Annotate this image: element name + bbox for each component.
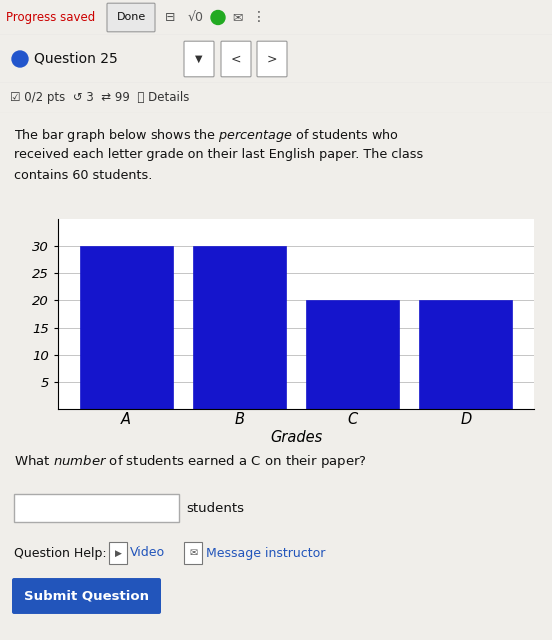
X-axis label: Grades: Grades — [270, 429, 322, 445]
Circle shape — [211, 10, 225, 24]
Text: What $\it{number}$ of students earned a C on their paper?: What $\it{number}$ of students earned a … — [14, 452, 367, 470]
Text: Question 25: Question 25 — [34, 52, 118, 66]
Text: received each letter grade on their last English paper. The class: received each letter grade on their last… — [14, 148, 423, 161]
FancyBboxPatch shape — [184, 542, 202, 564]
Text: ⊟: ⊟ — [165, 11, 176, 24]
Text: contains 60 students.: contains 60 students. — [14, 169, 152, 182]
FancyBboxPatch shape — [107, 3, 155, 32]
Text: Done: Done — [116, 13, 146, 22]
Bar — [193, 246, 286, 409]
Text: Submit Question: Submit Question — [24, 589, 148, 602]
Text: ▼: ▼ — [195, 54, 203, 64]
Text: ⋮: ⋮ — [252, 10, 266, 24]
Bar — [420, 300, 512, 409]
Circle shape — [12, 51, 28, 67]
Text: ✉: ✉ — [189, 548, 197, 558]
Bar — [14, 493, 179, 522]
Bar — [306, 300, 399, 409]
FancyBboxPatch shape — [257, 41, 287, 77]
Text: Video: Video — [130, 547, 165, 559]
Text: Question Help:: Question Help: — [14, 547, 107, 559]
Text: <: < — [231, 52, 241, 65]
Bar — [79, 246, 173, 409]
Text: √0: √0 — [188, 11, 204, 24]
Text: Message instructor: Message instructor — [206, 547, 325, 559]
Text: students: students — [186, 502, 244, 515]
FancyBboxPatch shape — [184, 41, 214, 77]
Text: ▶: ▶ — [115, 548, 121, 557]
FancyBboxPatch shape — [221, 41, 251, 77]
Text: The bar graph below shows the $\it{percentage}$ of students who: The bar graph below shows the $\it{perce… — [14, 127, 399, 144]
Text: ☑ 0/2 pts  ↺ 3  ⇄ 99  ⓘ Details: ☑ 0/2 pts ↺ 3 ⇄ 99 ⓘ Details — [10, 92, 189, 104]
Text: Progress saved: Progress saved — [6, 11, 95, 24]
FancyBboxPatch shape — [109, 542, 127, 564]
FancyBboxPatch shape — [12, 578, 161, 614]
Text: ✉: ✉ — [232, 11, 242, 24]
Text: >: > — [267, 52, 277, 65]
